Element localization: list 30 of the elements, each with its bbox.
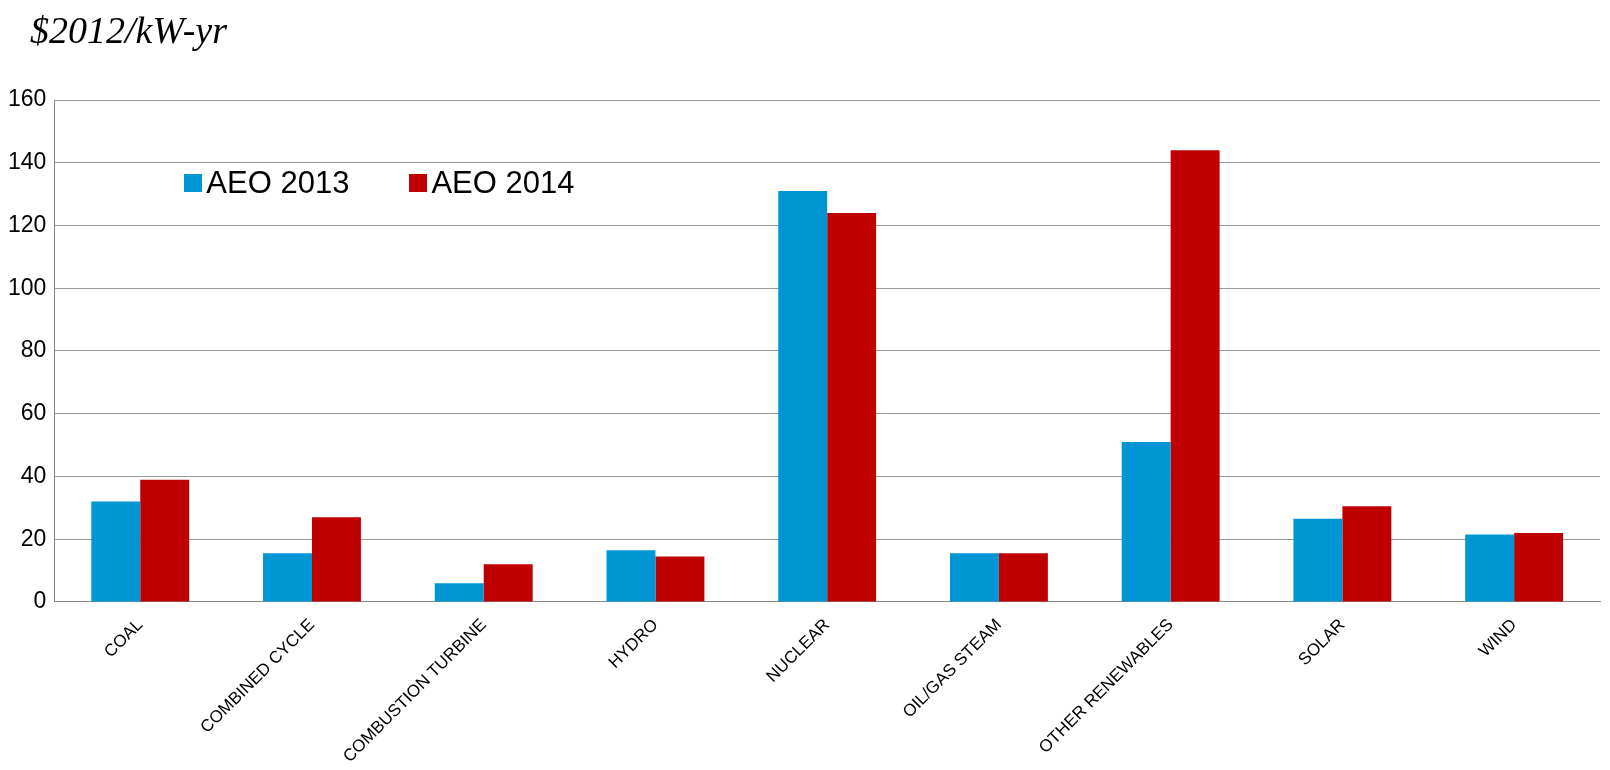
- bar: [949, 553, 999, 602]
- y-tick-label: 80: [20, 336, 47, 363]
- bar: [311, 517, 361, 602]
- legend-label: AEO 2014: [431, 165, 575, 201]
- bar: [778, 190, 828, 602]
- bar: [1342, 506, 1392, 602]
- legend-label: AEO 2013: [206, 165, 350, 201]
- y-tick-label: 140: [8, 148, 47, 175]
- y-tick-label: 100: [8, 273, 47, 300]
- y-tick-label: 40: [20, 461, 47, 488]
- bar: [1465, 534, 1515, 602]
- y-tick-label: 120: [8, 210, 47, 237]
- bar: [655, 556, 705, 602]
- bar: [1121, 441, 1171, 602]
- bar: [1293, 518, 1343, 602]
- bar: [140, 479, 190, 602]
- y-tick-label: 20: [20, 524, 47, 551]
- bar: [91, 501, 141, 602]
- bar: [998, 553, 1048, 602]
- y-tick-label: 0: [33, 587, 47, 614]
- y-tick-label: 160: [8, 85, 47, 112]
- bar: [1170, 150, 1220, 602]
- bar: [606, 550, 656, 602]
- bar: [827, 212, 877, 602]
- bar: [483, 564, 533, 602]
- y-tick-label: 60: [20, 399, 47, 426]
- bar: [434, 583, 484, 602]
- bar: [263, 553, 312, 602]
- bar: [1514, 532, 1564, 602]
- y-axis-title: $2012/kW-yr: [30, 8, 227, 52]
